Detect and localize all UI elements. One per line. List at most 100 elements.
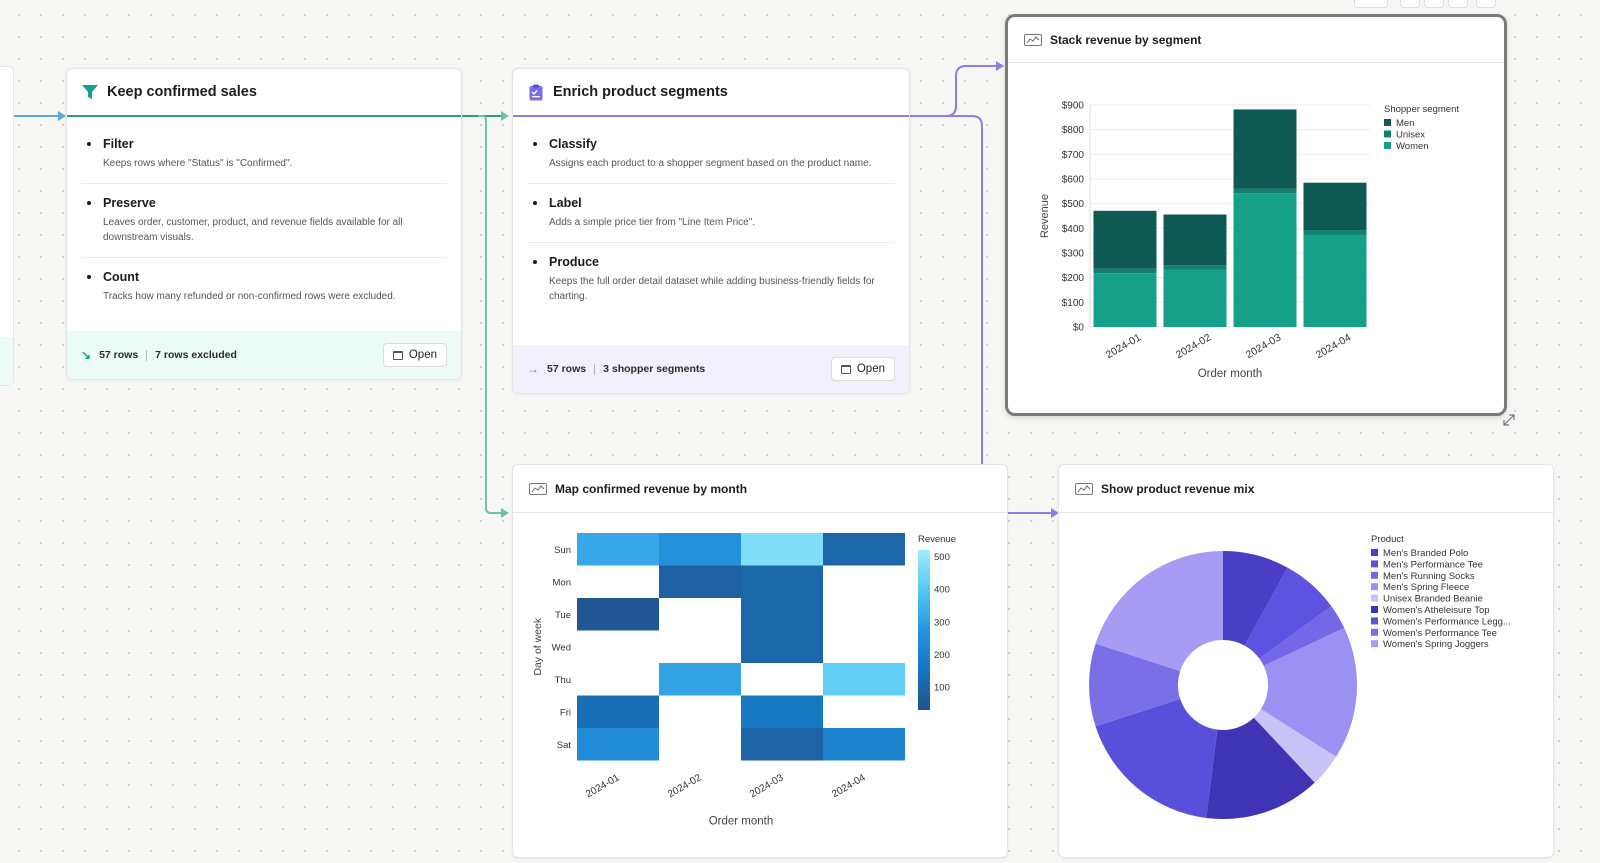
step-item: Preserve Leaves order, customer, product… xyxy=(81,184,447,258)
x-tick-label: 2024-02 xyxy=(666,772,704,800)
open-button[interactable]: Open xyxy=(830,357,895,381)
pie-slice xyxy=(1244,567,1332,659)
visual-header: Stack revenue by segment xyxy=(1008,17,1504,63)
x-tick-label: 2024-03 xyxy=(748,772,786,800)
transform-card-keep-confirmed[interactable]: Keep confirmed sales Filter Keeps rows w… xyxy=(66,68,462,380)
legend-swatch xyxy=(1371,617,1378,625)
y-tick-label: $200 xyxy=(1062,273,1085,284)
legend-swatch xyxy=(1371,549,1378,556)
heatmap-cell xyxy=(577,598,659,631)
y-tick-label: Sat xyxy=(557,740,572,751)
x-tick-label: 2024-04 xyxy=(1314,331,1354,361)
x-axis-label: Order month xyxy=(709,816,774,828)
excluded-count: 7 rows excluded xyxy=(155,349,237,361)
y-tick-label: Sun xyxy=(554,545,571,556)
x-tick-label: 2024-04 xyxy=(830,772,868,800)
step-title: Produce xyxy=(549,255,600,269)
visual-card-product-mix[interactable]: Show product revenue mix Product Men's Br… xyxy=(1058,464,1554,858)
colorbar-tick-label: 200 xyxy=(934,650,950,661)
heatmap-cell xyxy=(741,598,823,631)
open-button[interactable]: Open xyxy=(382,343,447,367)
legend-swatch xyxy=(1384,130,1391,138)
bar-segment xyxy=(1163,214,1227,266)
legend-swatch xyxy=(1371,640,1378,648)
y-tick-label: Fri xyxy=(560,707,571,718)
card-header: Keep confirmed sales xyxy=(67,69,461,117)
resize-handle-icon[interactable] xyxy=(1502,413,1516,427)
arrowhead-stack xyxy=(996,61,1004,71)
step-item: Produce Keeps the full order detail data… xyxy=(527,243,895,316)
legend-label: Men's Performance Tee xyxy=(1383,559,1483,570)
step-title: Filter xyxy=(103,137,134,151)
toolbar-button[interactable] xyxy=(1354,0,1388,8)
pie-slice xyxy=(1206,717,1315,819)
x-tick-label: 2024-01 xyxy=(584,772,622,800)
heatmap-cell xyxy=(741,533,823,566)
pie-slice xyxy=(1095,698,1218,818)
pie-slice xyxy=(1089,643,1181,727)
pie-slice xyxy=(1260,627,1357,757)
card-title: Keep confirmed sales xyxy=(107,84,257,100)
connector-filter-to-heatmap xyxy=(478,115,503,514)
output-arrow-icon: ↘ xyxy=(81,348,92,362)
card-footer: → 57 rows 3 shopper segments Open xyxy=(513,345,909,393)
colorbar-tick-label: 300 xyxy=(934,617,950,628)
visual-card-heatmap[interactable]: Map confirmed revenue by month Sun Mon Tue… xyxy=(512,464,1008,858)
heatmap-cell xyxy=(659,533,741,566)
step-description: Leaves order, customer, product, and rev… xyxy=(103,217,403,243)
step-title: Label xyxy=(549,196,582,210)
y-tick-label: $300 xyxy=(1062,249,1085,260)
legend-swatch xyxy=(1371,571,1378,579)
y-tick-label: $700 xyxy=(1062,150,1085,161)
visual-header: Show product revenue mix xyxy=(1059,465,1553,513)
card-title: Enrich product segments xyxy=(553,84,728,100)
open-label: Open xyxy=(856,363,885,375)
x-tick-label: 2024-02 xyxy=(1174,331,1214,361)
y-tick-label: Mon xyxy=(553,577,571,588)
y-tick-label: $0 xyxy=(1073,323,1085,334)
x-tick-label: 2024-03 xyxy=(1244,331,1284,361)
pie-slice xyxy=(1095,551,1223,672)
window-icon xyxy=(840,364,851,374)
legend-title: Shopper segment xyxy=(1384,104,1459,115)
heatmap-cell xyxy=(577,728,659,761)
bar-segment xyxy=(1233,193,1297,327)
bar-segment xyxy=(1163,269,1227,327)
pie-slice xyxy=(1259,606,1345,666)
y-axis-label: Day of week xyxy=(532,617,544,676)
step-description: Assigns each product to a shopper segmen… xyxy=(549,158,872,169)
legend-label: Women's Atheleisure Top xyxy=(1383,605,1490,616)
line-chart-icon xyxy=(529,482,547,495)
colorbar-tick-label: 500 xyxy=(934,552,950,563)
bar-segment xyxy=(1233,109,1297,189)
bar-segment xyxy=(1303,230,1367,235)
previous-step-card[interactable] xyxy=(0,66,14,386)
line-chart-icon xyxy=(1024,33,1042,46)
arrowhead-heatmap xyxy=(501,508,509,518)
filter-icon xyxy=(81,83,99,101)
step-item: Count Tracks how many refunded or non-co… xyxy=(81,258,447,316)
toolbar-button[interactable] xyxy=(1448,0,1468,8)
arrowhead-left-in xyxy=(58,111,66,121)
toolbar-button[interactable] xyxy=(1424,0,1444,8)
bar-segment xyxy=(1093,210,1157,269)
colorbar-tick-label: 400 xyxy=(934,585,950,596)
step-item: Filter Keeps rows where "Status" is "Con… xyxy=(81,125,447,184)
transform-card-enrich-segments[interactable]: Enrich product segments Classify Assigns… xyxy=(512,68,910,394)
bar-segment xyxy=(1233,188,1297,194)
y-tick-label: $500 xyxy=(1062,199,1085,210)
visual-card-stack-revenue[interactable]: Stack revenue by segment $0 $100 $200 $300 $… xyxy=(1005,14,1507,416)
y-tick-label: Wed xyxy=(552,642,571,653)
legend-label: Men's Spring Fleece xyxy=(1383,582,1469,593)
line-chart-icon xyxy=(1075,482,1093,495)
legend-label: Men xyxy=(1396,118,1414,129)
heatmap-cell xyxy=(741,565,823,598)
step-list: Filter Keeps rows where "Status" is "Con… xyxy=(67,117,461,316)
y-axis-label: Revenue xyxy=(1039,194,1051,238)
heatmap-cell xyxy=(823,728,905,761)
toolbar-button[interactable] xyxy=(1476,0,1496,8)
toolbar-button[interactable] xyxy=(1400,0,1420,8)
legend-label: Women xyxy=(1396,141,1429,152)
